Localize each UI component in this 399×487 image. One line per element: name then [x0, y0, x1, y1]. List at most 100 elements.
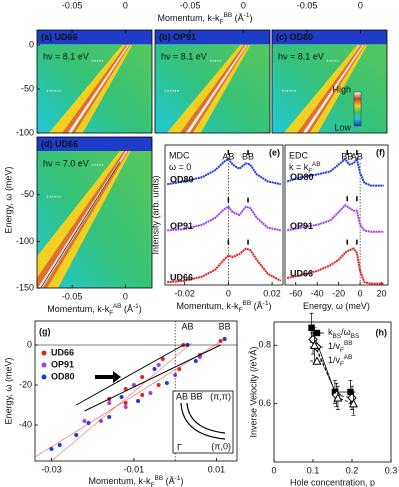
legend-label: 1/vFBB: [328, 340, 353, 354]
panel-note: hν = 8.1 eV: [43, 51, 89, 61]
point: [347, 388, 354, 396]
text-part: F: [220, 19, 224, 26]
panel-label: (c) OD80: [276, 32, 313, 42]
spectrum: [37, 137, 152, 288]
text-part: 1/v: [328, 355, 341, 365]
x-tick-label: -0.05: [180, 0, 201, 10]
legend-marker: [41, 350, 47, 356]
point: [160, 357, 165, 361]
text-part: -1: [244, 12, 250, 19]
legend-marker: [313, 329, 321, 337]
text-part: Momentum, k-k: [89, 476, 152, 486]
x-tick-label: 0.02: [263, 288, 281, 298]
y-tick-label: 0: [29, 39, 34, 49]
point: [177, 367, 182, 371]
point: [57, 443, 62, 447]
legend-label: UD66: [51, 347, 74, 357]
text-part: ): [180, 476, 183, 486]
y-axis-title: Inverse Velocity (/eVÅ): [248, 346, 258, 437]
series-label: OP91: [290, 221, 313, 231]
text-part: BB: [155, 475, 164, 482]
curve: [286, 247, 384, 285]
x-tick-label: 0.3: [385, 465, 398, 475]
text-part: /ω: [341, 327, 351, 337]
y-tick-label: -100: [16, 127, 34, 137]
x-tick-label: 0: [123, 291, 128, 301]
plot-frame: [284, 144, 389, 286]
plot-frame: [34, 320, 238, 462]
x-axis-title: Energy, ω (meV): [303, 301, 370, 311]
plot-frame: [36, 29, 153, 134]
x-tick-label: -0.02: [174, 288, 195, 298]
x-tick-label: -0.03: [41, 464, 62, 474]
panel-label: (a) UD66: [41, 32, 78, 42]
text-part: AB: [312, 161, 321, 168]
point: [107, 415, 112, 419]
peak-label: BB: [242, 151, 254, 161]
guide-line: [51, 342, 192, 462]
point: [309, 340, 320, 350]
y-tick-label: -50: [21, 189, 34, 199]
text-part: 1/v: [328, 341, 341, 351]
spectrum: [37, 30, 152, 133]
x-axis-title: Momentum, k-kFBB (Å-1): [177, 300, 272, 314]
point: [152, 367, 157, 371]
text-part: F: [109, 310, 113, 317]
fit-line: [84, 344, 221, 412]
point: [136, 399, 141, 403]
x-tick-label: 0.2: [346, 465, 359, 475]
panel-mode: MDC: [169, 150, 190, 160]
inset-label: Γ: [177, 442, 182, 452]
panel-condition: ω = 0: [169, 162, 191, 172]
x-tick-label: -0.05: [62, 291, 83, 301]
fit-line: [75, 344, 184, 406]
peak-label: AB: [351, 151, 363, 161]
panel-note: hν = 7.0 eV: [43, 158, 89, 168]
plot-frame: [273, 321, 392, 463]
point: [333, 393, 343, 402]
text-part: AB: [113, 303, 122, 310]
x-tick-label: -40: [311, 288, 324, 298]
x-tick-label: 0: [271, 465, 276, 475]
text-part: F: [340, 361, 344, 368]
text-part: -1: [133, 303, 139, 310]
y-axis-title: Intensity (arb. units): [150, 175, 160, 254]
peak-label: AB: [222, 151, 234, 161]
x-axis-title: Hole concentration, p: [290, 477, 375, 487]
panel-label: (g): [39, 326, 51, 336]
y-tick-label: -20: [19, 379, 32, 389]
curve: [167, 157, 282, 186]
peak-label: BB: [219, 321, 231, 331]
x-tick-label: -0.01: [124, 464, 145, 474]
legend-marker: [312, 356, 322, 365]
text-part: AB: [344, 354, 353, 361]
curve: [286, 156, 384, 187]
band: [67, 44, 130, 133]
text-part: ): [268, 301, 271, 311]
text-part: k = k: [289, 162, 309, 172]
text-part: F: [340, 347, 344, 354]
legend-label: OP91: [51, 359, 74, 369]
text-part: -1: [263, 300, 269, 307]
text-part: (Å: [232, 13, 244, 23]
legend-label: OD80: [51, 371, 75, 381]
legend-label: 1/vFAB: [328, 354, 352, 368]
point: [49, 447, 54, 451]
inset-label: AB BB: [176, 391, 203, 401]
inset-fs: [180, 402, 226, 440]
peak-label: BB: [341, 151, 353, 161]
plot-frame: [271, 29, 388, 134]
series-label: OP91: [170, 221, 193, 231]
colorbar: [353, 91, 362, 127]
text-part: F: [239, 307, 243, 314]
y-tick-label: -40: [19, 419, 32, 429]
inset-label: (π,0): [211, 441, 231, 451]
y-tick-label: -150: [16, 282, 34, 292]
text-part: Momentum, k-k: [177, 301, 240, 311]
x-tick-label: 0: [123, 0, 128, 10]
y-tick-label: 0.8: [258, 340, 271, 350]
point: [82, 419, 87, 423]
y-tick-label: -50: [21, 83, 34, 93]
text-part: BS: [351, 333, 360, 340]
panel-label: (b) OP91: [159, 32, 196, 42]
